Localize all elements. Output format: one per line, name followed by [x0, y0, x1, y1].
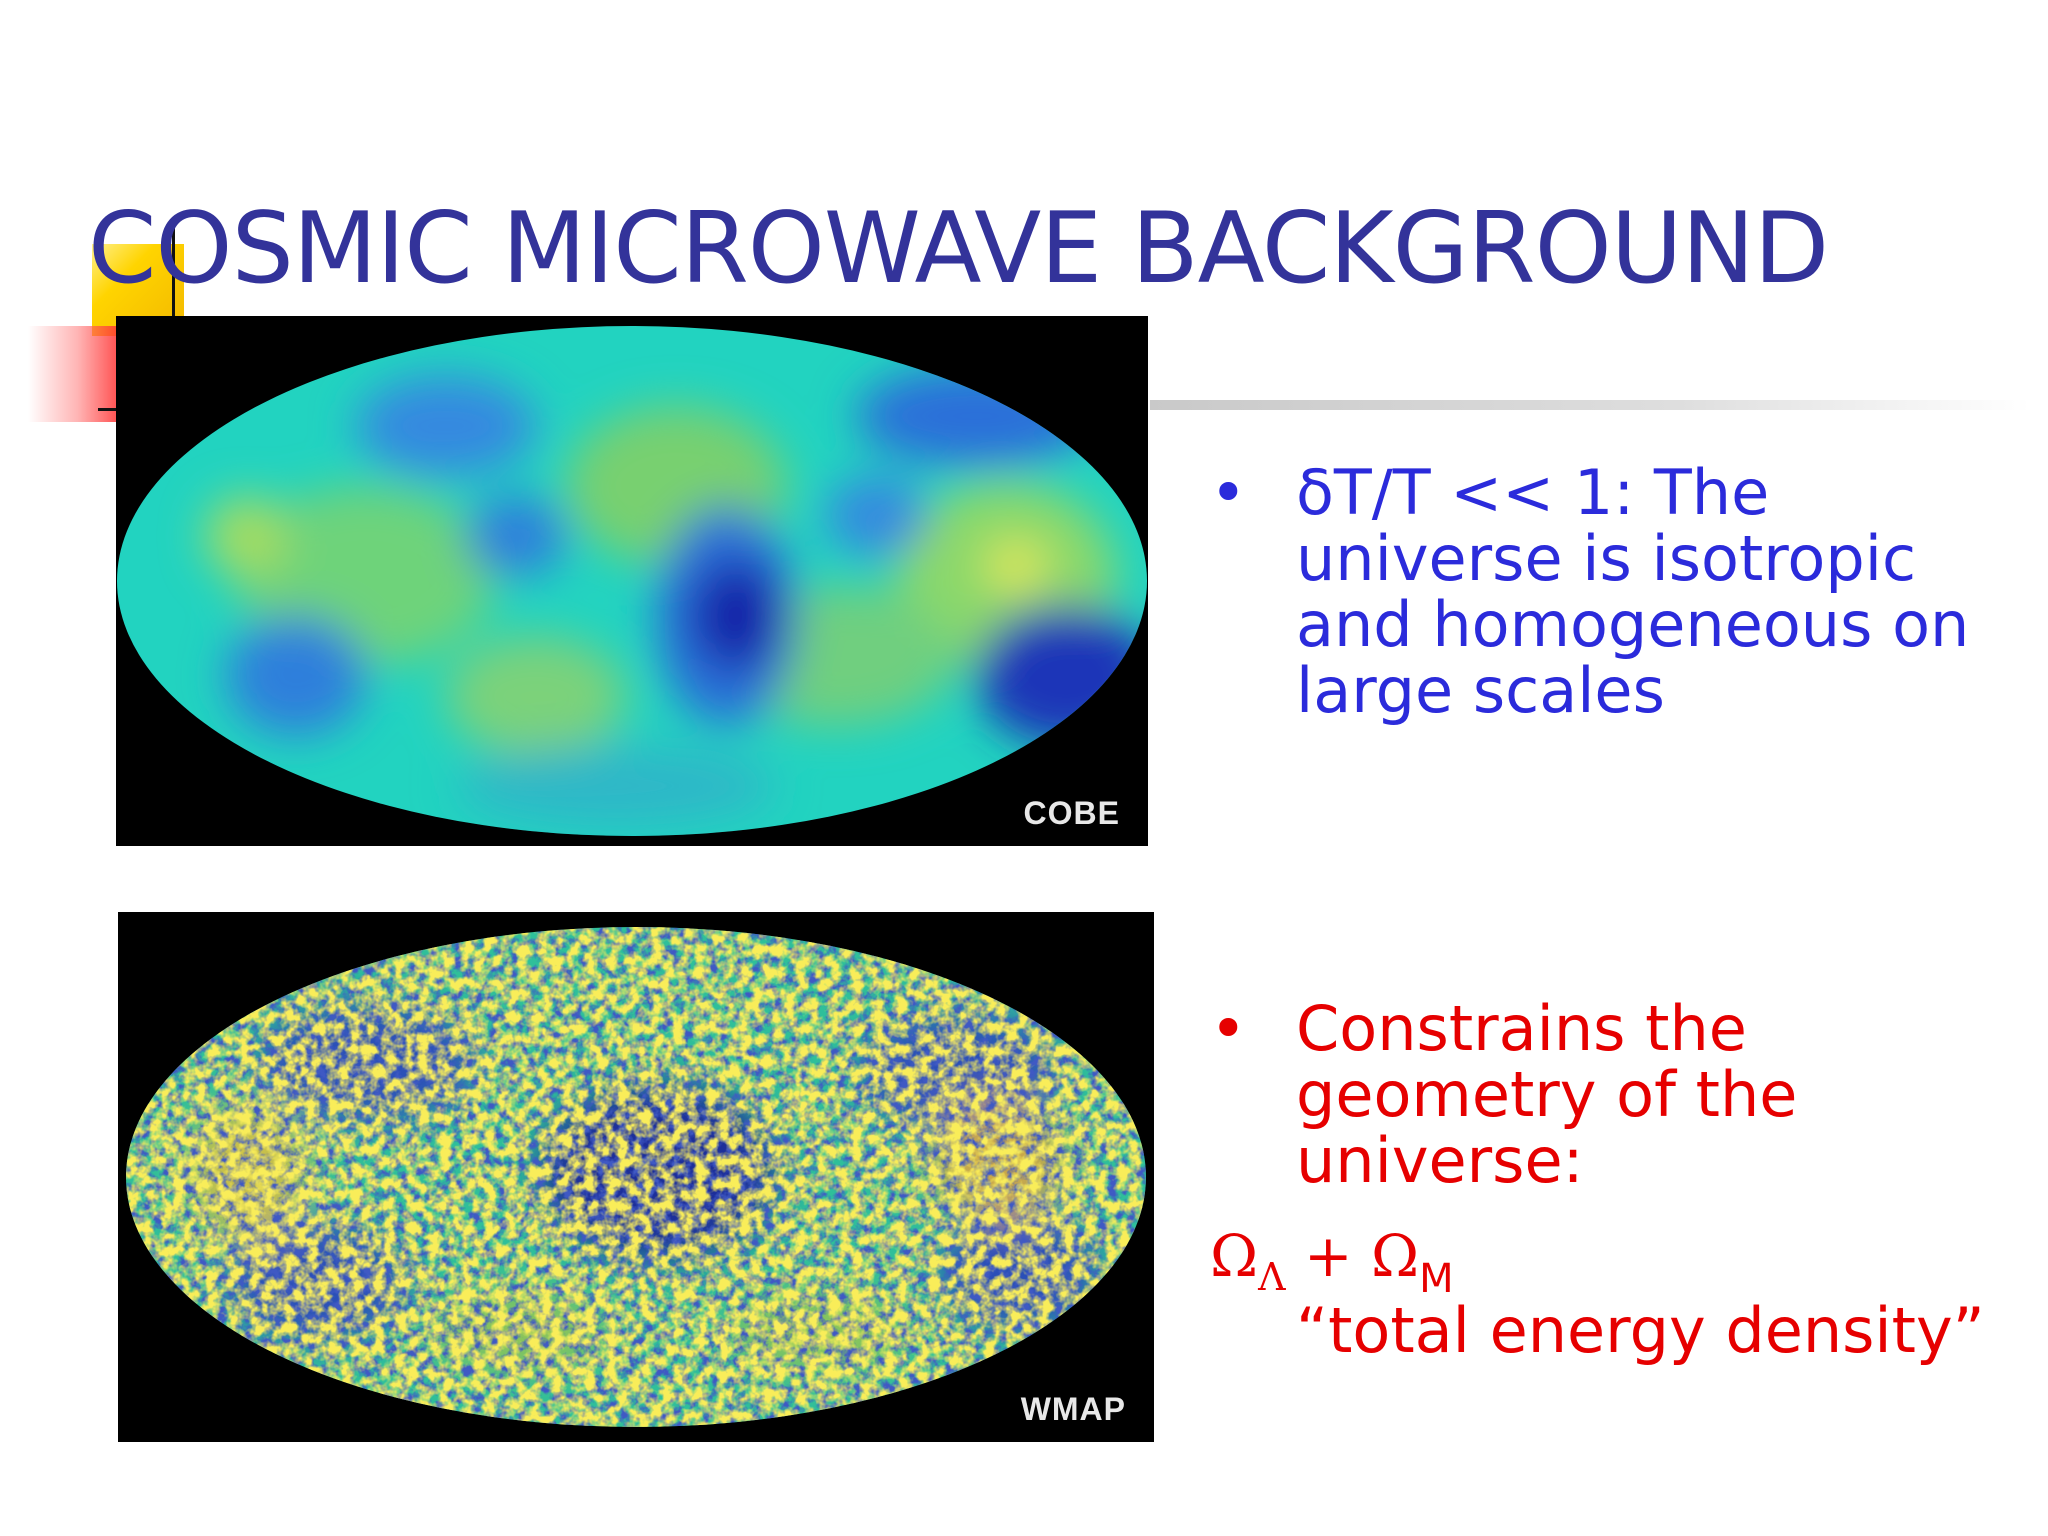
bullet-geometry-text: Constrains the geometry of the universe:: [1296, 992, 1798, 1197]
wmap-label: WMAP: [1020, 1391, 1126, 1427]
cobe-map-graphic: [117, 326, 1147, 836]
wmap-map-graphic: [126, 927, 1146, 1427]
energy-density-caption: “total energy density”: [1296, 1294, 1985, 1367]
bullet-geometry: • Constrains the geometry of the univers…: [1210, 996, 2010, 1194]
omega-symbol-lambda: Ω: [1210, 1222, 1259, 1290]
subscript-lambda: Λ: [1258, 1255, 1286, 1299]
bullet-isotropy-text: δT/T << 1: The universe is isotropic and…: [1296, 456, 1970, 727]
subscript-m: M: [1419, 1256, 1454, 1302]
bullet-isotropy: • δT/T << 1: The universe is isotropic a…: [1210, 460, 2010, 724]
cobe-label: COBE: [1023, 795, 1120, 831]
bullet-dot: •: [1210, 456, 1247, 529]
title-rule: [1150, 400, 2030, 410]
slide-title: COSMIC MICROWAVE BACKGROUND: [88, 192, 1829, 306]
omega-formula: ΩΛ + ΩM: [1210, 1222, 1454, 1302]
cobe-map-image: COBE: [116, 316, 1148, 846]
bullet-dot: •: [1210, 992, 1247, 1065]
omega-symbol-matter: Ω: [1371, 1222, 1420, 1290]
plus-sign: +: [1303, 1222, 1353, 1290]
wmap-map-image: WMAP: [118, 912, 1154, 1442]
